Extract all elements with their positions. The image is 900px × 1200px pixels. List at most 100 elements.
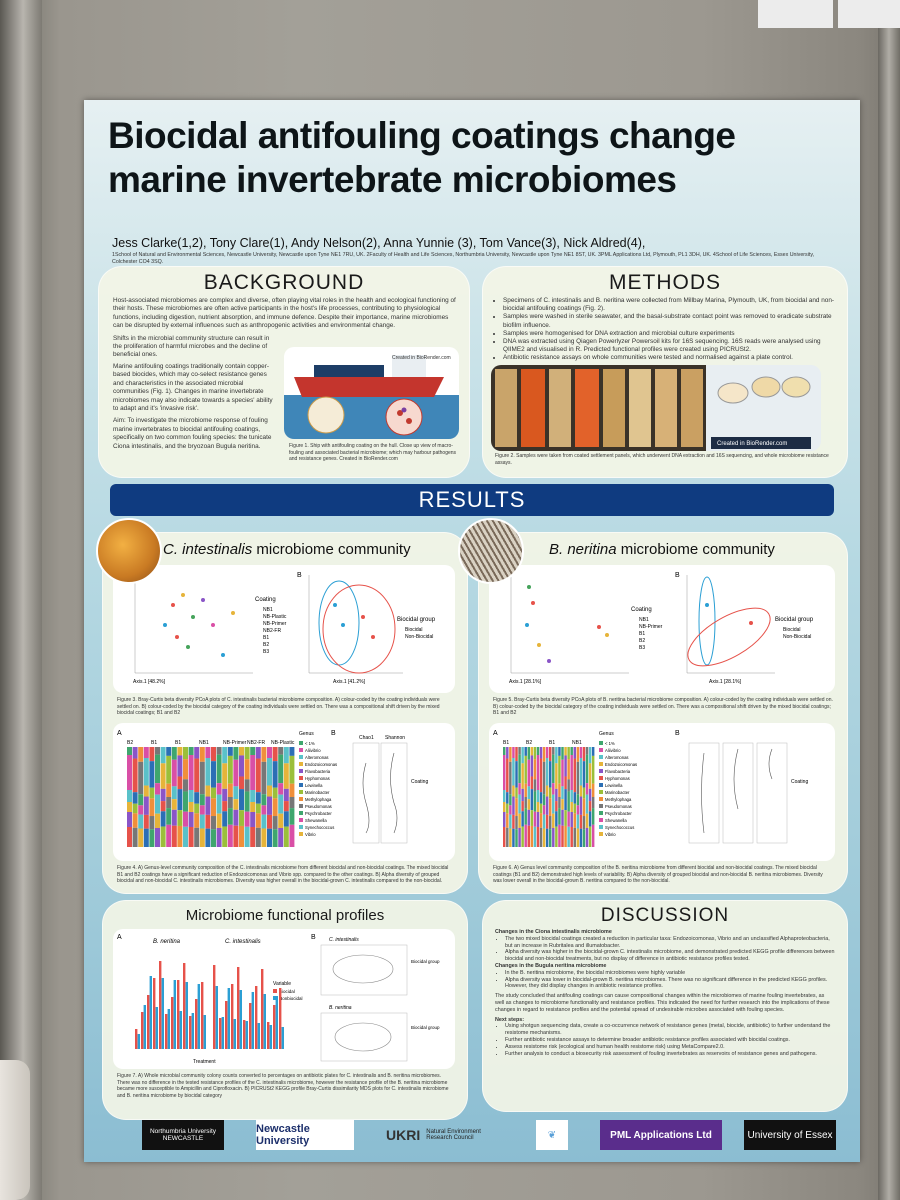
background-heading: BACKGROUND bbox=[203, 271, 365, 294]
bar-segment bbox=[127, 812, 132, 827]
bar-segment bbox=[524, 808, 527, 825]
bar-segment bbox=[211, 787, 216, 799]
bar-segment bbox=[160, 788, 166, 802]
bar-segment bbox=[539, 803, 543, 814]
resistance-bar bbox=[239, 990, 242, 1049]
legend-item: NB2-FR bbox=[263, 628, 281, 634]
bar-segment bbox=[166, 824, 172, 847]
methods-item: Specimens of C. intestinalis and B. neri… bbox=[503, 297, 843, 313]
bar-segment bbox=[582, 761, 586, 788]
bar-segment bbox=[160, 801, 166, 812]
bar-segment bbox=[160, 811, 166, 827]
next-step-item: Further analysis to conduct a biosecurit… bbox=[505, 1051, 835, 1058]
legend-item: Non-Biocidal bbox=[405, 634, 433, 640]
bar-segment bbox=[250, 812, 256, 827]
bar-segment bbox=[127, 790, 132, 802]
panel-label-a: A bbox=[493, 730, 498, 737]
legend-swatch bbox=[599, 762, 603, 766]
author-list: Jess Clarke(1,2), Tony Clare(1), Andy Ne… bbox=[112, 236, 646, 250]
bar-segment bbox=[570, 802, 573, 812]
bar-segment bbox=[227, 797, 233, 809]
panel-label-b: B bbox=[675, 730, 680, 737]
panel-label-a: A bbox=[117, 730, 122, 737]
legend-title: Variable bbox=[273, 981, 291, 987]
resistance-bar bbox=[191, 1013, 194, 1049]
bar-segment bbox=[188, 747, 194, 755]
bar-segment bbox=[573, 747, 576, 759]
discussion-subheading: Next steps: bbox=[495, 1016, 525, 1023]
bar-segment bbox=[552, 754, 555, 784]
bar-segment bbox=[521, 826, 524, 847]
bar-segment bbox=[244, 811, 250, 827]
bar-segment bbox=[564, 789, 567, 811]
bar-segment bbox=[143, 747, 149, 759]
bar-segment bbox=[171, 809, 177, 826]
legend-item: Pseudomonas bbox=[305, 804, 332, 809]
bar-segment bbox=[171, 825, 177, 847]
bar-segment bbox=[239, 747, 244, 756]
essex-logo: University of Essex bbox=[744, 1120, 836, 1150]
bar-segment bbox=[555, 826, 558, 847]
legend-swatch bbox=[299, 776, 303, 780]
bar-segment bbox=[177, 755, 183, 777]
legend-title: Biocidal group bbox=[397, 617, 436, 623]
board-frame-left bbox=[0, 0, 42, 1200]
bar-group-label: NB2-FR bbox=[247, 740, 265, 746]
bar-segment bbox=[524, 747, 527, 756]
bar-segment bbox=[233, 747, 239, 760]
bar-segment bbox=[521, 801, 524, 812]
bar-segment bbox=[567, 759, 570, 780]
legend-item: B3 bbox=[639, 645, 645, 651]
bar-segment bbox=[283, 826, 289, 847]
bar-segment bbox=[561, 747, 564, 760]
resistance-bar bbox=[267, 1022, 270, 1049]
resistance-bar bbox=[137, 1034, 140, 1049]
butterfly-logo: ❦ bbox=[536, 1120, 568, 1150]
bar-segment bbox=[216, 747, 222, 755]
legend-title: Biocidal group bbox=[775, 617, 814, 623]
bar-segment bbox=[533, 811, 537, 827]
bar-group-label: NB-Primer bbox=[223, 740, 247, 746]
figure-1-ship-illustration: Created in BioRender.com bbox=[284, 347, 459, 439]
bar-segment bbox=[261, 805, 267, 815]
bar-segment bbox=[558, 824, 561, 847]
resistance-bar bbox=[149, 976, 152, 1049]
bar-segment bbox=[509, 794, 512, 806]
resistance-bar bbox=[279, 988, 282, 1049]
figure-2-caption: Figure 2. Samples were taken from coated… bbox=[495, 453, 829, 466]
adjacent-paper bbox=[838, 0, 900, 28]
bar-segment bbox=[536, 812, 540, 827]
adjacent-paper bbox=[758, 0, 833, 28]
bar-segment bbox=[227, 783, 233, 797]
legend-item: Vibrio bbox=[605, 832, 616, 837]
discussion-subheading: Changes in the Ciona intestinalis microb… bbox=[495, 929, 612, 935]
bar-segment bbox=[194, 803, 200, 814]
legend-item: Shewanella bbox=[605, 818, 627, 823]
bar-segment bbox=[205, 796, 211, 815]
axis-label: Axis.1 [41.2%] bbox=[333, 679, 366, 685]
legend-swatch bbox=[299, 769, 303, 773]
resistance-bar bbox=[165, 1014, 168, 1049]
bar-segment bbox=[171, 759, 177, 787]
bar-group-label: B2 bbox=[127, 740, 133, 746]
bar-segment bbox=[261, 814, 267, 829]
legend-swatch bbox=[599, 811, 603, 815]
bar-segment bbox=[536, 747, 540, 755]
bar-segment bbox=[205, 828, 211, 847]
bar-segment bbox=[545, 828, 549, 847]
bar-segment bbox=[222, 826, 228, 847]
figure-6-caption: Figure 6. A) Genus level community compo… bbox=[493, 865, 823, 884]
bar-segment bbox=[166, 808, 172, 825]
bar-segment bbox=[278, 827, 284, 847]
bar-segment bbox=[166, 797, 172, 809]
legend-swatch bbox=[299, 783, 303, 787]
resistance-bar bbox=[155, 1007, 158, 1049]
diversity-metric-label: Shannon bbox=[385, 735, 405, 741]
bar-segment bbox=[261, 794, 267, 806]
legend-item: Hyphomonas bbox=[305, 776, 330, 781]
legend-item: Lewinella bbox=[305, 783, 323, 788]
bar-segment bbox=[509, 805, 512, 815]
bar-segment bbox=[143, 814, 149, 829]
bar-segment bbox=[503, 812, 506, 827]
legend-item: Methylophaga bbox=[605, 797, 632, 802]
